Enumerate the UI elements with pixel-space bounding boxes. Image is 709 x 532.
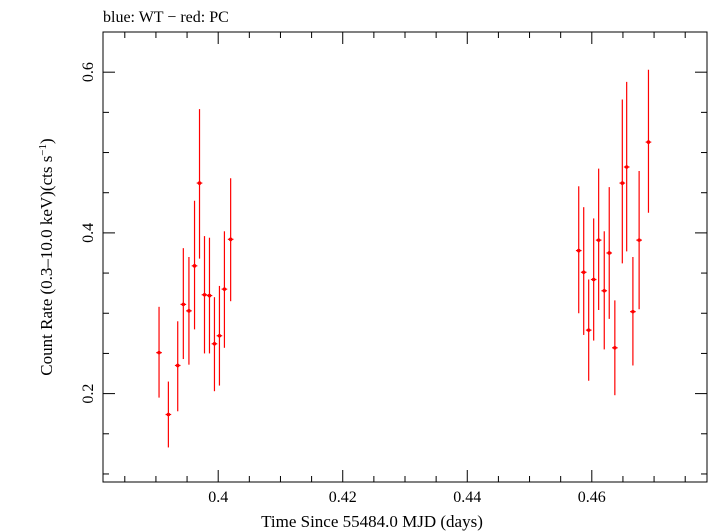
point-marker — [181, 302, 186, 307]
y-axis-label-main: Count Rate (0.3–10.0 keV)(cts s — [37, 156, 56, 376]
y-axis-label-close: ) — [37, 138, 56, 144]
point-marker — [187, 309, 191, 313]
point-marker — [613, 346, 617, 350]
plot-frame — [102, 31, 708, 483]
point-marker — [197, 181, 202, 185]
data-point — [606, 187, 613, 319]
data-point — [601, 231, 608, 350]
data-point — [191, 200, 198, 330]
point-marker — [217, 333, 222, 338]
data-point — [585, 279, 592, 381]
data-point — [201, 236, 208, 354]
y-tick-label: 0.4 — [80, 223, 97, 243]
data-point — [180, 248, 187, 360]
data-point — [590, 218, 597, 341]
data-point — [636, 171, 642, 310]
axis-tick-labels: 0.4 0.42 0.44 0.46 0.2 0.4 0.6 — [80, 62, 606, 506]
data-point — [156, 306, 162, 398]
point-marker — [586, 328, 591, 332]
chart-title: blue: WT − red: PC — [103, 9, 229, 26]
data-point — [645, 69, 652, 213]
point-marker — [166, 412, 171, 417]
data-point — [196, 109, 203, 259]
data-point — [580, 207, 587, 335]
point-marker — [207, 293, 212, 298]
point-marker — [222, 287, 227, 291]
data-point — [612, 300, 618, 396]
point-marker — [212, 341, 217, 346]
point-marker — [591, 277, 596, 282]
point-marker — [175, 363, 180, 368]
data-point — [186, 257, 192, 365]
point-marker — [596, 238, 601, 242]
point-marker — [202, 292, 207, 297]
point-marker — [607, 251, 612, 255]
x-tick-label: 0.46 — [578, 489, 606, 506]
data-point — [595, 168, 602, 311]
x-tick-label: 0.44 — [453, 489, 481, 506]
data-point — [216, 285, 223, 386]
x-axis-label: Time Since 55484.0 MJD (days) — [261, 512, 483, 531]
point-marker — [624, 165, 629, 169]
y-axis-label: Count Rate (0.3–10.0 keV)(cts s−1) — [37, 138, 56, 375]
point-marker — [157, 350, 161, 355]
y-tick-label: 0.6 — [80, 62, 97, 82]
x-tick-label: 0.42 — [329, 489, 357, 506]
y-axis-label-sup: −1 — [37, 144, 49, 156]
point-marker — [192, 264, 197, 268]
y-tick-label: 0.2 — [80, 384, 97, 404]
point-marker — [581, 270, 586, 275]
data-point — [206, 237, 213, 354]
point-marker — [602, 288, 607, 293]
data-point — [575, 186, 582, 314]
data-point — [211, 297, 218, 392]
data-point — [221, 231, 228, 348]
data-point — [165, 381, 172, 448]
point-marker — [228, 237, 233, 242]
point-marker — [631, 309, 635, 314]
data-point — [174, 321, 181, 412]
point-marker — [646, 140, 651, 144]
data-point — [619, 99, 626, 264]
point-marker — [620, 181, 625, 185]
data-point — [227, 178, 234, 302]
x-tick-label: 0.4 — [208, 489, 228, 506]
axis-ticks — [103, 31, 707, 482]
data-point — [623, 81, 630, 252]
point-marker — [637, 238, 641, 242]
data-points — [156, 69, 652, 448]
data-point — [630, 257, 636, 366]
point-marker — [576, 248, 581, 253]
